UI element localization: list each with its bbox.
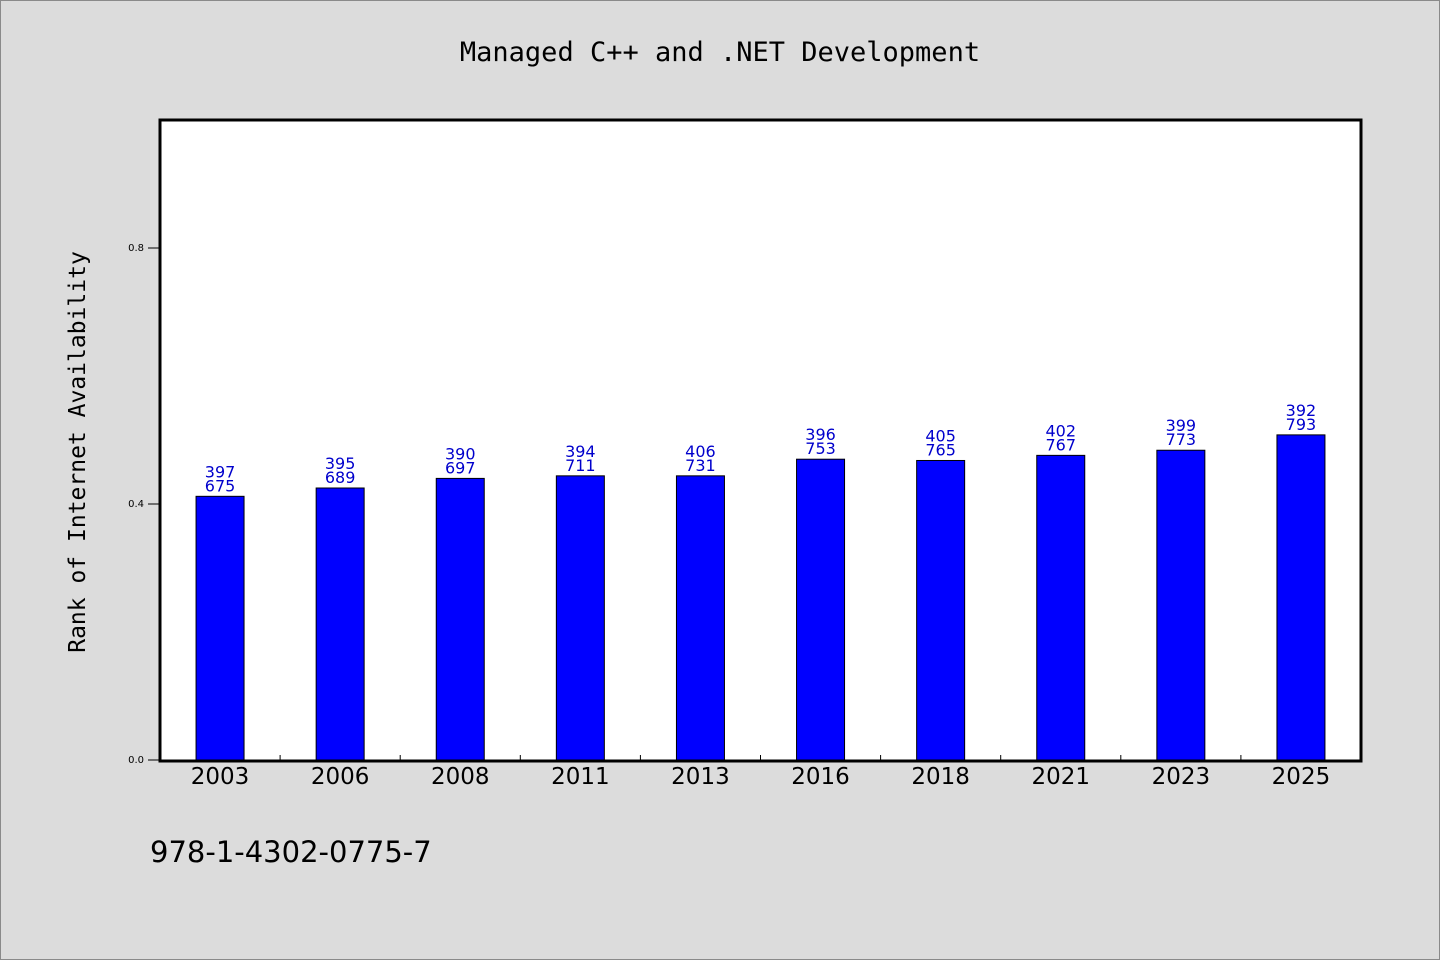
bar-label-top: 399 xyxy=(1166,416,1197,435)
x-tick-label: 2021 xyxy=(1031,764,1090,790)
bar xyxy=(435,477,485,761)
bar xyxy=(1036,454,1086,761)
x-tick-label: 2003 xyxy=(191,764,250,790)
bar xyxy=(1276,434,1326,761)
bar-label-bottom: 697 xyxy=(445,458,476,477)
plot-border xyxy=(158,118,1363,763)
bar-label-bottom: 689 xyxy=(325,468,356,487)
chart-title: Managed C++ and .NET Development xyxy=(460,37,980,68)
bar-label-bottom: 711 xyxy=(565,456,596,475)
x-tick-label: 2018 xyxy=(911,764,970,790)
bar xyxy=(1156,449,1206,761)
bar-label-top: 392 xyxy=(1286,401,1317,420)
bar-label-bottom: 765 xyxy=(925,440,956,459)
y-tick-label: 0.4 xyxy=(128,499,144,510)
bar xyxy=(195,495,245,761)
bar-label-bottom: 793 xyxy=(1286,415,1317,434)
bar-label-top: 397 xyxy=(205,462,236,481)
x-tick-label: 2008 xyxy=(431,764,490,790)
x-tick-label: 2011 xyxy=(551,764,610,790)
bar-label-top: 390 xyxy=(445,444,476,463)
footer-code: 978-1-4302-0775-7 xyxy=(150,835,432,869)
bar xyxy=(796,458,846,761)
x-tick-label: 2025 xyxy=(1272,764,1331,790)
bar-label-top: 395 xyxy=(325,454,356,473)
bar-label-top: 405 xyxy=(925,426,956,445)
bar-label-top: 394 xyxy=(565,442,596,461)
x-tick-label: 2016 xyxy=(791,764,850,790)
y-tick-label: 0.8 xyxy=(128,243,144,254)
bar-label-bottom: 767 xyxy=(1045,435,1076,454)
bar xyxy=(675,475,725,761)
bar-label-top: 406 xyxy=(685,442,716,461)
x-tick-label: 2023 xyxy=(1152,764,1211,790)
y-tick-label: 0.0 xyxy=(128,755,144,766)
bar-label-bottom: 675 xyxy=(205,476,236,495)
bar xyxy=(916,459,966,761)
x-tick-label: 2006 xyxy=(311,764,370,790)
bar-label-top: 402 xyxy=(1045,421,1076,440)
x-tick-label: 2013 xyxy=(671,764,730,790)
bar-label-bottom: 731 xyxy=(685,456,716,475)
y-axis-label: Rank of Internet Availability xyxy=(65,251,91,653)
bar-label-bottom: 773 xyxy=(1166,430,1197,449)
bar-label-bottom: 753 xyxy=(805,439,836,458)
bar xyxy=(315,487,365,761)
bar xyxy=(555,475,605,761)
bar-label-top: 396 xyxy=(805,425,836,444)
